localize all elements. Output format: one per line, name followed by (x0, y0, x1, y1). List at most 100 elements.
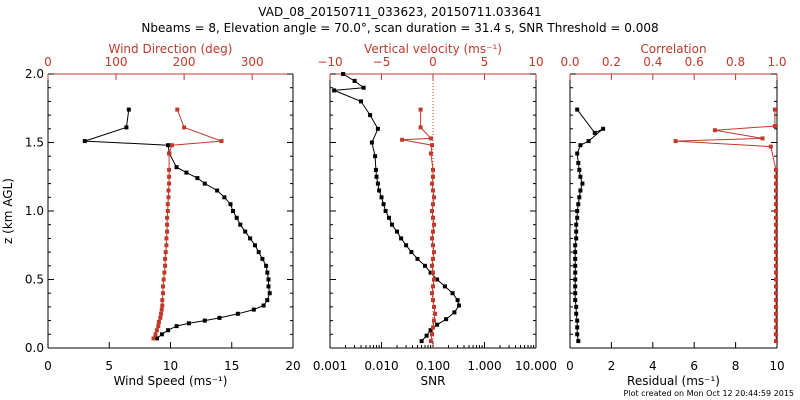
y-axis-label: z (km AGL) (1, 178, 15, 244)
data-point (432, 250, 436, 255)
data-point (577, 195, 582, 200)
data-point (166, 143, 171, 148)
data-point (256, 250, 261, 255)
data-point (341, 72, 346, 76)
top-tick-label: 200 (173, 55, 196, 69)
data-point (186, 321, 191, 326)
top-axis-label: Correlation (640, 42, 706, 56)
data-point (430, 181, 434, 186)
data-point (235, 311, 240, 316)
bottom-tick-label: 1.000 (467, 359, 501, 373)
data-point (575, 215, 580, 220)
data-point (164, 236, 169, 241)
data-point (266, 284, 271, 289)
data-point (159, 311, 163, 316)
data-point (166, 188, 171, 193)
data-point (217, 315, 222, 320)
data-point (430, 332, 434, 337)
data-point (576, 202, 581, 207)
series-line (333, 73, 460, 342)
data-point (215, 188, 220, 193)
data-point (374, 174, 379, 179)
data-point (161, 277, 166, 282)
data-point (774, 304, 778, 309)
top-tick-label: 0 (429, 55, 437, 69)
data-point (428, 151, 433, 156)
top-tick-label: 0 (44, 55, 52, 69)
top-tick-label: 0.8 (726, 55, 745, 69)
data-point (248, 236, 253, 241)
data-point (161, 291, 165, 296)
data-point (574, 236, 579, 241)
data-point (774, 339, 778, 344)
data-point (169, 143, 174, 148)
data-point (435, 322, 440, 327)
data-point (265, 270, 270, 275)
data-point (442, 284, 447, 289)
data-point (373, 154, 378, 159)
data-point (574, 222, 579, 227)
bottom-tick-label: 0.100 (416, 359, 450, 373)
y-tick-label: 0.0 (25, 341, 44, 355)
data-point (162, 270, 167, 275)
data-point (155, 336, 159, 341)
data-point (167, 151, 172, 156)
data-point (381, 202, 386, 207)
data-point (580, 181, 585, 186)
data-point (774, 250, 778, 255)
data-point (166, 328, 171, 333)
data-point (352, 78, 357, 83)
bottom-tick-label: 5 (105, 359, 113, 373)
data-point (159, 332, 164, 337)
bottom-tick-label: 0.010 (364, 359, 398, 373)
data-point (576, 339, 581, 344)
data-point (432, 222, 436, 227)
data-point (430, 143, 434, 148)
data-point (455, 298, 460, 303)
data-point (774, 209, 778, 213)
data-point (163, 256, 168, 261)
data-point (264, 263, 269, 268)
data-point (774, 284, 778, 289)
bottom-tick-label: 0 (44, 359, 52, 373)
data-point (431, 174, 435, 179)
data-point (404, 243, 409, 248)
top-tick-label: −10 (317, 55, 342, 69)
data-point (575, 332, 580, 337)
data-point (575, 107, 580, 112)
data-point (774, 188, 778, 193)
y-tick-label: 1.0 (25, 204, 44, 218)
data-point (428, 136, 433, 141)
data-point (774, 202, 778, 207)
data-point (774, 174, 778, 179)
data-point (418, 125, 423, 130)
y-tick-label: 0.5 (25, 273, 44, 287)
data-point (234, 215, 239, 220)
data-point (158, 315, 163, 320)
top-tick-label: 0.0 (560, 55, 579, 69)
panel-2: 0.001 0.010 0.100 1.000 10.000 SNR −10 −5 0 5 10 Ve… (313, 42, 557, 388)
data-point (219, 139, 224, 144)
data-point (163, 263, 168, 268)
data-point (165, 229, 170, 234)
top-tick-label: 0.4 (643, 55, 662, 69)
data-point (432, 277, 436, 282)
top-tick-label: 1.0 (767, 55, 786, 69)
data-point (431, 188, 435, 193)
data-point (387, 215, 391, 220)
data-point (712, 128, 717, 133)
data-point (175, 107, 180, 112)
y-tick-label: 2.0 (25, 67, 44, 81)
bottom-axis-label: Residual (ms⁻¹) (627, 374, 720, 388)
data-point (774, 195, 778, 200)
data-point (768, 144, 773, 149)
data-point (423, 263, 427, 268)
top-tick-label: 300 (241, 55, 264, 69)
data-point (430, 209, 434, 213)
data-point (601, 126, 606, 131)
data-point (431, 167, 435, 172)
data-point (774, 263, 778, 268)
data-point (153, 332, 158, 337)
data-point (578, 174, 583, 179)
